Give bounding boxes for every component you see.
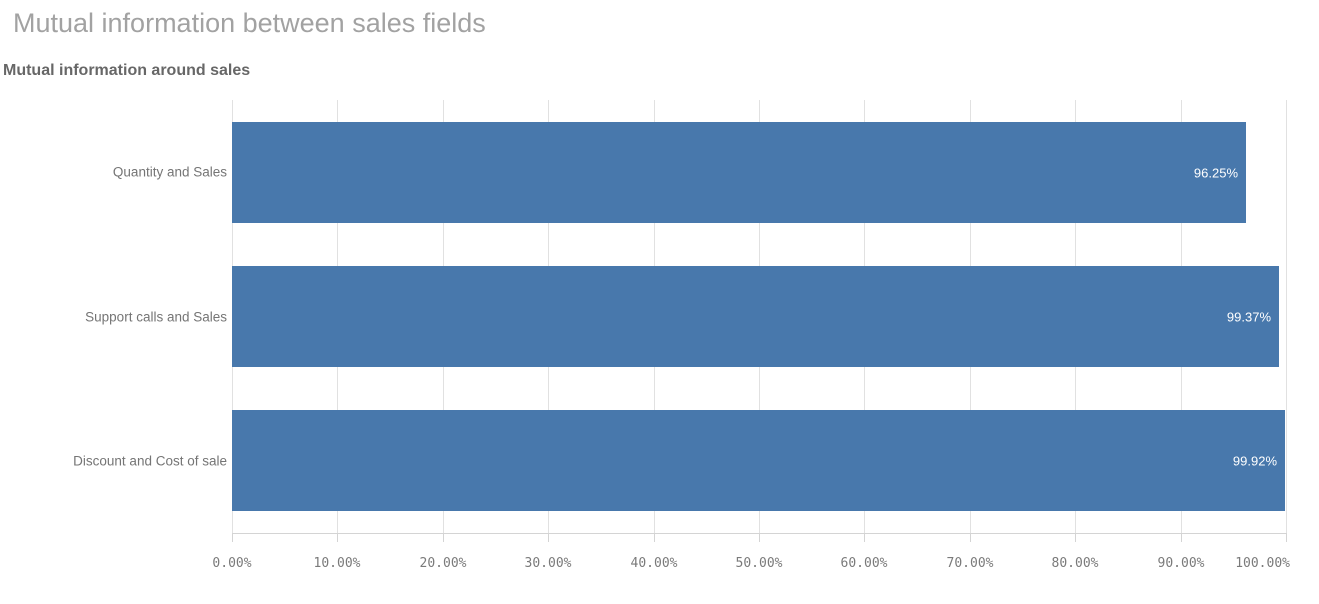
x-tick-label: 10.00% — [313, 556, 361, 571]
x-tick-label: 20.00% — [419, 556, 467, 571]
axis-tick — [337, 534, 338, 542]
x-axis-ticks — [232, 534, 1287, 542]
y-axis-label: Discount and Cost of sale — [73, 453, 227, 469]
bar-value-label: 99.37% — [1226, 309, 1271, 324]
bar[interactable]: 96.25% — [232, 122, 1246, 223]
y-axis-label: Support calls and Sales — [85, 309, 227, 325]
axis-tick — [759, 534, 760, 542]
x-tick-label: 50.00% — [735, 556, 783, 571]
axis-tick — [232, 534, 233, 542]
x-tick-label: 40.00% — [630, 556, 678, 571]
bar-value-label: 96.25% — [1193, 165, 1238, 180]
axis-tick — [864, 534, 865, 542]
y-axis-labels: Quantity and Sales Support calls and Sale… — [0, 100, 227, 533]
x-tick-label: 80.00% — [1051, 556, 1099, 571]
x-tick-label: 70.00% — [946, 556, 994, 571]
bar[interactable]: 99.37% — [232, 266, 1279, 367]
bar[interactable]: 99.92% — [232, 410, 1285, 511]
x-axis-line — [232, 533, 1287, 534]
axis-tick — [970, 534, 971, 542]
axis-tick — [548, 534, 549, 542]
axis-tick — [1075, 534, 1076, 542]
axis-tick — [443, 534, 444, 542]
x-tick-label: 0.00% — [212, 556, 252, 571]
x-tick-label: 60.00% — [840, 556, 888, 571]
axis-tick — [1286, 534, 1287, 542]
plot-area: 96.25% 99.37% 99.92% — [232, 100, 1287, 533]
x-tick-label: 100.00% — [1235, 556, 1290, 571]
y-axis-label: Quantity and Sales — [112, 164, 227, 180]
axis-tick — [1181, 534, 1182, 542]
x-tick-label: 90.00% — [1157, 556, 1205, 571]
chart-title: Mutual information around sales — [3, 62, 251, 79]
bar-value-label: 99.92% — [1232, 453, 1277, 468]
x-axis-labels: 0.00% 10.00% 20.00% 30.00% 40.00% 50.00% 60.00… — [212, 556, 1290, 574]
gridline — [1286, 100, 1287, 533]
page-title: Mutual information between sales fields — [13, 8, 486, 38]
axis-tick — [654, 534, 655, 542]
x-tick-label: 30.00% — [524, 556, 572, 571]
